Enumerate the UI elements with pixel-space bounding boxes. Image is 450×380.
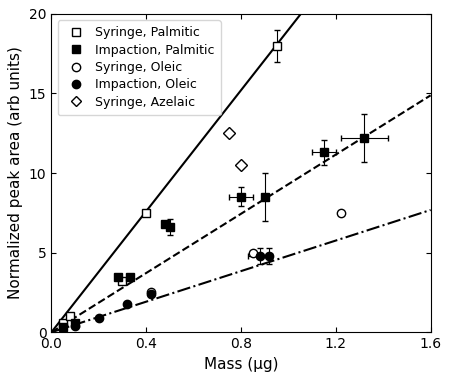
X-axis label: Mass (µg): Mass (µg) [204, 357, 278, 372]
Legend: Syringe, Palmitic, Impaction, Palmitic, Syringe, Oleic, Impaction, Oleic, Syring: Syringe, Palmitic, Impaction, Palmitic, … [58, 20, 221, 115]
Y-axis label: Normalized peak area (arb units): Normalized peak area (arb units) [9, 47, 23, 299]
